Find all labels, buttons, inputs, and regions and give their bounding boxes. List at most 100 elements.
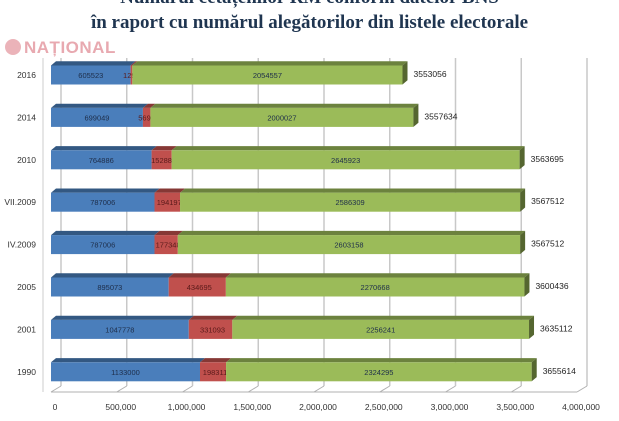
y-tick-label: 2014 xyxy=(17,112,36,122)
total-label: 3655614 xyxy=(543,366,576,376)
x-tick-label: 2,500,000 xyxy=(365,402,403,412)
data-label: 2645923 xyxy=(331,156,360,165)
bar-top-face xyxy=(232,315,535,320)
data-label: 1133000 xyxy=(111,368,140,377)
data-label: 2603158 xyxy=(334,241,363,250)
data-label: 331093 xyxy=(200,325,225,334)
chart-subtitle: în raport cu numărul alegătorilor din li… xyxy=(90,12,529,33)
x-tick-label: 1,500,000 xyxy=(233,402,271,412)
bar-segment xyxy=(51,277,169,297)
data-label: 198311 xyxy=(203,368,227,377)
bar-segment xyxy=(151,150,172,170)
bar-segment xyxy=(51,319,189,339)
bar-segment xyxy=(232,319,530,339)
bar-segment xyxy=(150,107,414,127)
bar-segment xyxy=(142,107,151,127)
y-tick-label: VII.2009 xyxy=(4,197,36,207)
bar-side-face xyxy=(520,188,526,212)
data-label: 2256241 xyxy=(366,325,395,334)
y-tick-label: IV.2009 xyxy=(7,240,36,250)
x-tick-label: 3,000,000 xyxy=(431,402,469,412)
bar-top-face xyxy=(188,315,238,320)
bar-top-face xyxy=(180,188,526,193)
watermark-logo-icon xyxy=(5,39,21,55)
bar-top-face xyxy=(154,188,186,193)
tick-mark xyxy=(116,385,128,393)
total-label: 3557634 xyxy=(424,111,457,121)
total-label: 3567512 xyxy=(531,239,564,249)
tick-mark xyxy=(510,385,522,393)
bar-segment xyxy=(226,362,532,382)
bar-side-face xyxy=(524,273,530,297)
bar-segment xyxy=(154,235,178,255)
tick-mark xyxy=(313,385,325,393)
x-tick-label: 3,500,000 xyxy=(496,402,534,412)
total-label: 3553056 xyxy=(414,69,447,79)
data-label: 787006 xyxy=(90,198,115,207)
bar-top-face xyxy=(51,315,194,320)
bar-segment xyxy=(51,362,200,382)
bar-segment xyxy=(130,65,133,85)
total-label: 3600436 xyxy=(535,281,568,291)
bar-top-face xyxy=(51,146,157,151)
tick-mark xyxy=(247,385,259,393)
bar-segment xyxy=(225,277,525,297)
bar-side-face xyxy=(402,61,408,85)
bar-top-face xyxy=(51,61,136,66)
bar-top-face xyxy=(132,61,408,66)
bar-segment xyxy=(199,362,227,382)
tick-mark xyxy=(576,385,588,393)
bar-top-face xyxy=(226,358,537,363)
bar-side-face xyxy=(529,315,535,339)
bar-top-face xyxy=(177,230,526,236)
y-tick-label: 2001 xyxy=(17,324,36,334)
x-tick-label: 2,000,000 xyxy=(299,402,337,412)
bar-top-face xyxy=(51,273,174,278)
y-tick-label: 2010 xyxy=(17,155,36,165)
bar-top-face xyxy=(51,230,160,236)
y-tick-label: 2005 xyxy=(17,282,36,292)
bar-side-face xyxy=(519,146,525,170)
data-label: 764886 xyxy=(89,156,114,165)
data-label: 2270668 xyxy=(361,283,390,292)
data-label: 2324295 xyxy=(364,368,393,377)
data-label: 194197 xyxy=(157,198,182,207)
data-label: 56958 xyxy=(138,113,159,122)
bar-segment xyxy=(177,235,521,255)
bar-side-face xyxy=(520,230,526,255)
bar-segment xyxy=(51,235,155,255)
total-label: 3567512 xyxy=(531,196,564,206)
tick-mark xyxy=(379,385,391,393)
data-label: 787006 xyxy=(90,241,115,250)
bar-segment xyxy=(51,65,131,85)
bar-top-face xyxy=(51,358,205,363)
y-tick-label: 2016 xyxy=(17,70,36,80)
bar-top-face xyxy=(51,188,160,193)
bar-segment xyxy=(180,192,521,212)
bar-top-face xyxy=(154,230,183,236)
x-tick-label: 0 xyxy=(53,402,58,412)
bar-segment xyxy=(171,150,520,170)
x-tick-label: 1,000,000 xyxy=(168,402,206,412)
bar-segment xyxy=(188,319,233,339)
bar-top-face xyxy=(51,103,148,108)
bar-top-face xyxy=(142,103,156,108)
data-label: 1047778 xyxy=(105,325,134,334)
chart-title: Numărul cetățenilor RM conform datelor B… xyxy=(0,0,619,9)
bar-top-face xyxy=(171,146,525,151)
y-tick-label: 1990 xyxy=(17,367,36,377)
data-label: 2000027 xyxy=(267,113,296,122)
x-tick-label: 4,000,000 xyxy=(562,402,600,412)
data-label: 605523 xyxy=(78,71,103,80)
data-label: 2054557 xyxy=(253,71,282,80)
bar-segment xyxy=(168,277,226,297)
bar-top-face xyxy=(199,358,232,363)
total-label: 3563695 xyxy=(531,154,564,164)
tick-mark xyxy=(182,385,193,393)
data-label: 2586309 xyxy=(335,198,364,207)
tick-mark xyxy=(50,385,62,393)
data-label: 699049 xyxy=(84,113,109,122)
bar-segment xyxy=(51,150,152,170)
bar-segment xyxy=(154,192,181,212)
